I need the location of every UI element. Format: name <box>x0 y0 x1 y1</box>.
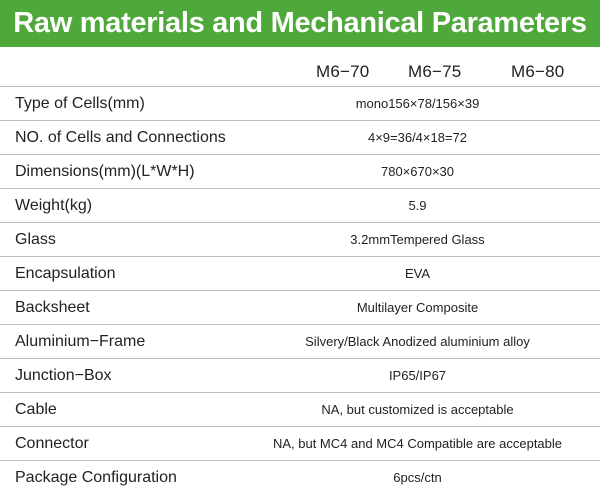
spec-label: Junction−Box <box>15 367 112 384</box>
page-title: Raw materials and Mechanical Parameters <box>13 7 587 39</box>
spec-row-aluminium-frame: Aluminium−Frame Silvery/Black Anodized a… <box>0 325 600 359</box>
spec-label: Package Configuration <box>15 469 177 486</box>
spec-value: IP65/IP67 <box>388 368 447 383</box>
spec-label: Encapsulation <box>15 265 116 282</box>
spec-value: NA, but MC4 and MC4 Compatible are accep… <box>272 436 563 451</box>
spec-value: NA, but customized is acceptable <box>321 402 514 417</box>
spec-row-cable: Cable NA, but customized is acceptable <box>0 393 600 427</box>
spec-label: Weight(kg) <box>15 197 93 214</box>
model-column-header: M6−80 <box>511 62 565 81</box>
spec-row-backsheet: Backsheet Multilayer Composite <box>0 291 600 325</box>
spec-value: mono156×78/156×39 <box>355 96 480 111</box>
spec-value: 3.2mmTempered Glass <box>350 232 485 247</box>
spec-table: Type of Cells(mm) mono156×78/156×39 NO. … <box>0 86 600 495</box>
spec-value: Multilayer Composite <box>356 300 479 315</box>
spec-row-type-of-cells: Type of Cells(mm) mono156×78/156×39 <box>0 87 600 121</box>
model-column-header: M6−70 <box>316 62 370 81</box>
model-column-header: M6−75 <box>408 62 462 81</box>
spec-row-connector: Connector NA, but MC4 and MC4 Compatible… <box>0 427 600 461</box>
spec-label: Type of Cells(mm) <box>15 95 145 112</box>
spec-row-dimensions: Dimensions(mm)(L*W*H) 780×670×30 <box>0 155 600 189</box>
spec-row-glass: Glass 3.2mmTempered Glass <box>0 223 600 257</box>
spec-label: Aluminium−Frame <box>15 333 146 350</box>
spec-value: EVA <box>404 266 431 281</box>
spec-value: 780×670×30 <box>380 164 455 179</box>
title-banner: Raw materials and Mechanical Parameters <box>0 0 600 47</box>
spec-value: Silvery/Black Anodized aluminium alloy <box>305 334 530 349</box>
spec-label: Backsheet <box>15 299 90 316</box>
spec-row-weight: Weight(kg) 5.9 <box>0 189 600 223</box>
spec-label: Glass <box>15 231 56 248</box>
spec-value: 5.9 <box>408 198 427 213</box>
spec-label: Dimensions(mm)(L*W*H) <box>15 163 195 180</box>
spec-row-package-configuration: Package Configuration 6pcs/ctn <box>0 461 600 495</box>
spec-row-junction-box: Junction−Box IP65/IP67 <box>0 359 600 393</box>
spec-value: 4×9=36/4×18=72 <box>367 130 468 145</box>
spec-value: 6pcs/ctn <box>393 470 442 485</box>
spec-label: NO. of Cells and Connections <box>15 129 226 146</box>
spec-row-encapsulation: Encapsulation EVA <box>0 257 600 291</box>
spec-row-cells-and-connections: NO. of Cells and Connections 4×9=36/4×18… <box>0 121 600 155</box>
model-header-row: M6−70 M6−75 M6−80 <box>0 56 600 86</box>
spec-label: Cable <box>15 401 57 418</box>
spec-label: Connector <box>15 435 89 452</box>
